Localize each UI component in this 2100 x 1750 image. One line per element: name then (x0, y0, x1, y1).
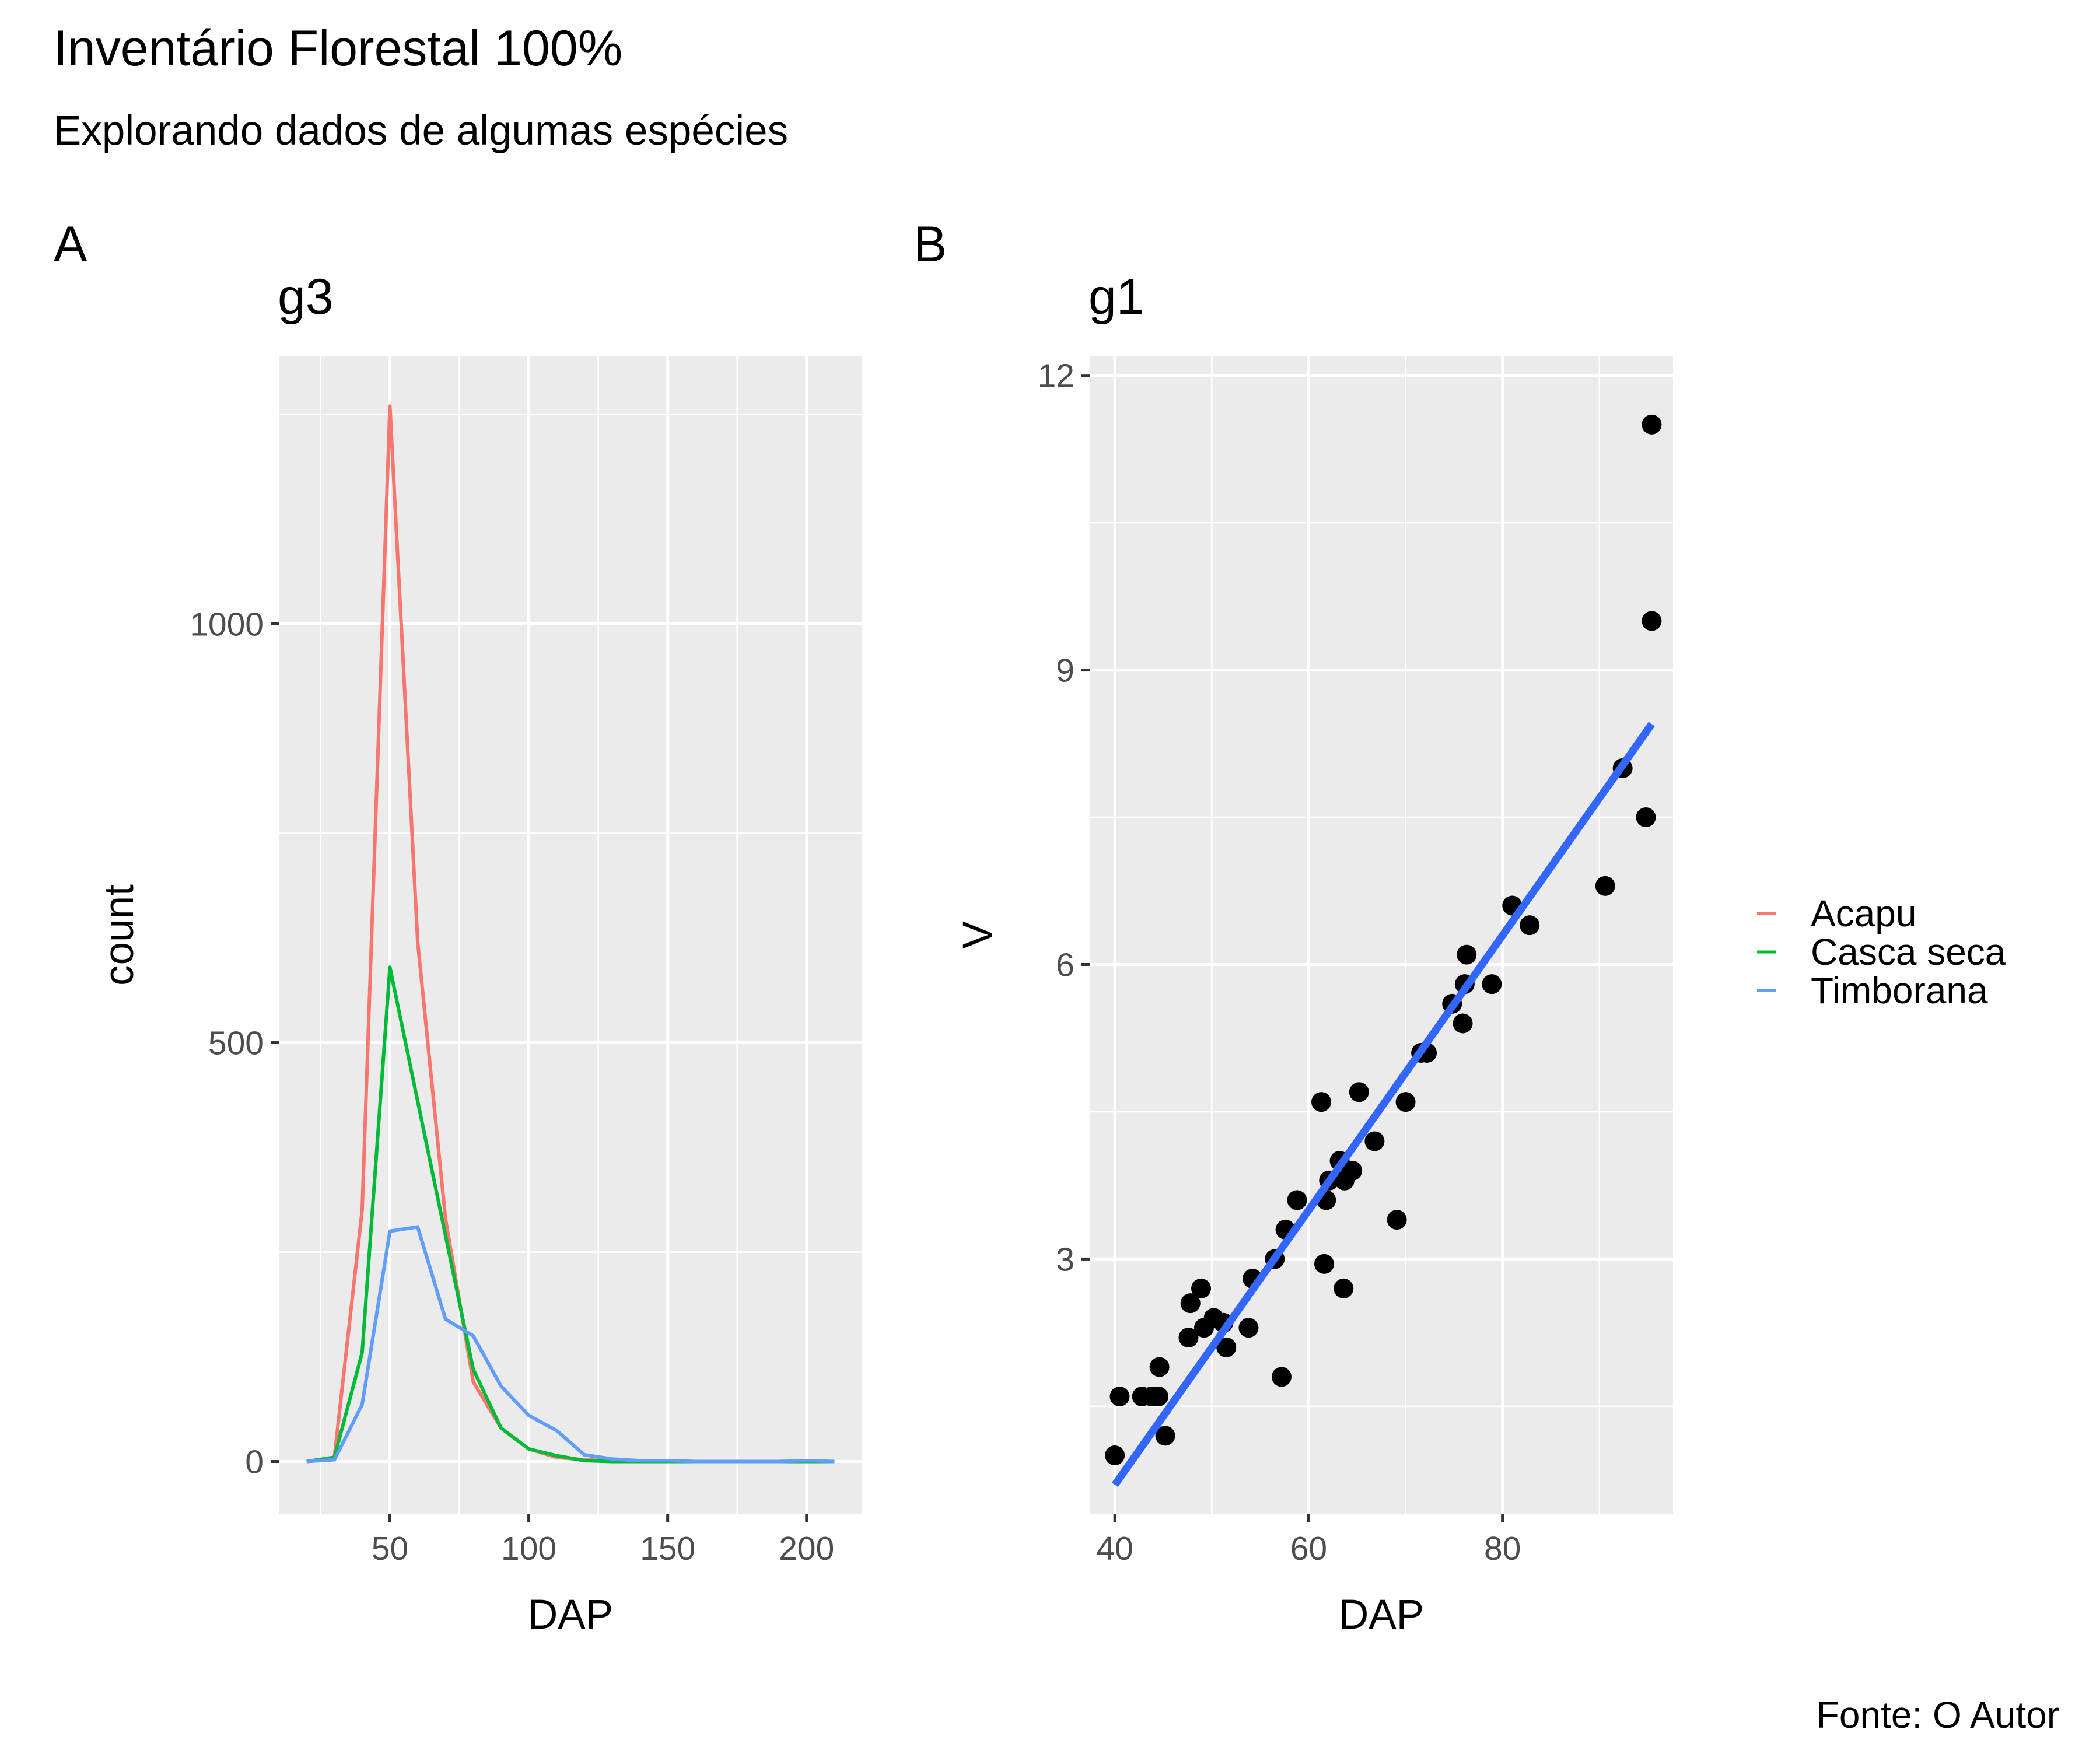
scatter-point (1482, 974, 1502, 995)
panel-b-fit (1111, 722, 1655, 1488)
scatter-point (1271, 1367, 1292, 1387)
scatter-point (1287, 1190, 1307, 1210)
scatter-point (1452, 1013, 1473, 1034)
scatter-point (1149, 1357, 1170, 1377)
series-line-timborana (306, 1225, 835, 1464)
panel-a-title: g3 (278, 269, 334, 325)
scatter-point (1216, 1337, 1237, 1357)
x-tick-label: 80 (1484, 1530, 1521, 1567)
scatter-point (1148, 1387, 1168, 1407)
scatter-point (1178, 1328, 1199, 1348)
panel-b-plot-background (1090, 356, 1673, 1514)
figure-title: Inventário Florestal 100% (54, 20, 622, 76)
panel-b-axis-ticks: 40 60 80 3 6 9 12 (1038, 358, 1521, 1567)
panel-b-x-axis-label: DAP (1339, 1592, 1424, 1638)
caption: Fonte: O Autor (1817, 1694, 2059, 1736)
panel-a-plot-background (279, 356, 862, 1514)
y-tick-label: 0 (245, 1444, 264, 1481)
panel-tag-b: B (914, 216, 947, 272)
panel-a-axis-ticks: 50 100 150 200 0 500 1000 (190, 606, 834, 1567)
scatter-point (1642, 611, 1662, 631)
x-tick-label: 150 (640, 1530, 695, 1567)
scatter-point (1457, 944, 1477, 965)
figure-subtitle: Explorando dados de algumas espécies (54, 108, 788, 154)
y-tick-label: 3 (1056, 1241, 1074, 1278)
scatter-point (1520, 915, 1540, 936)
scatter-point (1110, 1387, 1130, 1407)
scatter-point (1238, 1318, 1259, 1338)
scatter-point (1105, 1446, 1125, 1466)
scatter-point (1342, 1160, 1363, 1181)
legend-label-timborana: Timborana (1811, 970, 1988, 1012)
y-tick-label: 12 (1038, 358, 1074, 395)
scatter-point (1636, 807, 1656, 828)
x-tick-label: 60 (1290, 1530, 1327, 1567)
scatter-point (1191, 1278, 1212, 1298)
scatter-point (1364, 1131, 1385, 1152)
x-tick-label: 50 (372, 1530, 408, 1567)
scatter-point (1349, 1082, 1369, 1102)
regression-line (1111, 722, 1655, 1488)
y-tick-label: 9 (1056, 652, 1074, 690)
x-tick-label: 40 (1096, 1530, 1133, 1567)
panel-tag-a: A (54, 216, 88, 272)
y-tick-label: 500 (208, 1025, 264, 1062)
scatter-point (1180, 1293, 1200, 1314)
scatter-point (1155, 1426, 1175, 1446)
panel-a-histogram: g3 50 100 150 200 0 500 1000 DAP count (96, 269, 862, 1638)
panel-b-y-axis-label: V (955, 921, 1001, 949)
scatter-point (1642, 414, 1662, 435)
panel-a-y-axis-label: count (96, 884, 142, 986)
y-tick-label: 1000 (190, 606, 264, 643)
scatter-point (1595, 876, 1615, 896)
scatter-point (1311, 1092, 1332, 1112)
x-tick-label: 200 (779, 1530, 834, 1567)
legend-label-acapu: Acapu (1811, 892, 1916, 935)
panel-a-x-axis-label: DAP (528, 1592, 613, 1638)
legend-label-casca-seca: Casca seca (1811, 931, 2006, 973)
x-tick-label: 100 (501, 1530, 556, 1567)
panel-b-title: g1 (1088, 269, 1144, 325)
legend: Acapu Casca seca Timborana (1757, 892, 2006, 1012)
scatter-point (1395, 1092, 1416, 1112)
panel-b-scatter: g1 40 60 80 3 6 9 12 DAP V (955, 269, 1673, 1638)
y-tick-label: 6 (1056, 946, 1074, 984)
panel-b-points (1105, 414, 1662, 1466)
scatter-point (1334, 1278, 1354, 1298)
panel-a-series-lines (306, 404, 835, 1464)
scatter-point (1387, 1210, 1407, 1230)
scatter-point (1314, 1254, 1334, 1274)
